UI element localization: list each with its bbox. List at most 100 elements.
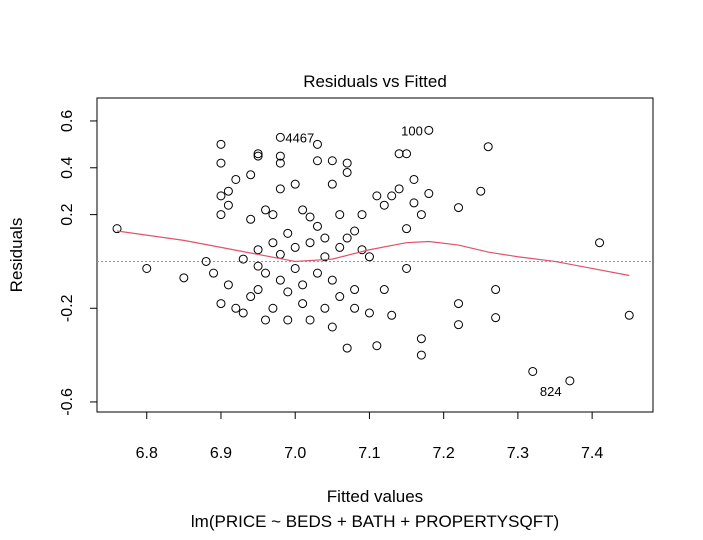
point <box>416 334 426 344</box>
point <box>624 310 634 320</box>
point <box>246 170 256 180</box>
point <box>142 263 152 273</box>
point <box>275 151 285 161</box>
point <box>216 299 226 309</box>
point <box>253 149 263 159</box>
point <box>483 142 493 152</box>
point-label: 100 <box>401 123 423 138</box>
point <box>454 320 464 330</box>
point <box>312 268 322 278</box>
point <box>216 158 226 168</box>
point <box>253 245 263 255</box>
point <box>335 210 345 220</box>
point <box>268 210 278 220</box>
point <box>327 156 337 166</box>
point <box>372 341 382 351</box>
point <box>320 252 330 262</box>
point <box>275 275 285 285</box>
point <box>320 233 330 243</box>
point <box>216 139 226 149</box>
point <box>246 292 256 302</box>
point <box>261 315 271 325</box>
point <box>327 275 337 285</box>
point <box>238 254 248 264</box>
x-axis-label: Fitted values <box>327 487 423 506</box>
point <box>312 221 322 231</box>
point <box>402 224 412 234</box>
point <box>209 268 219 278</box>
point <box>216 210 226 220</box>
point <box>312 156 322 166</box>
point <box>305 238 315 248</box>
point <box>424 189 434 199</box>
point <box>253 261 263 271</box>
point <box>305 212 315 222</box>
point <box>305 315 315 325</box>
point <box>350 226 360 236</box>
y-tick-label: 0.4 <box>59 157 76 179</box>
point <box>312 139 322 149</box>
point <box>364 308 374 318</box>
x-tick-label: 7.2 <box>433 445 455 462</box>
y-tick-label: 0.6 <box>59 110 76 132</box>
y-tick-label: -0.6 <box>59 388 76 416</box>
point-label: 824 <box>540 384 562 399</box>
y-tick-label: -0.2 <box>59 294 76 322</box>
point <box>253 285 263 295</box>
point <box>298 205 308 215</box>
point <box>298 299 308 309</box>
point <box>320 303 330 313</box>
point-label: 4467 <box>285 130 314 145</box>
x-tick-label: 7.4 <box>581 445 603 462</box>
point <box>112 224 122 234</box>
point <box>350 285 360 295</box>
point <box>268 303 278 313</box>
point <box>335 242 345 252</box>
point <box>491 285 501 295</box>
point <box>342 343 352 353</box>
point <box>290 242 300 252</box>
point <box>342 167 352 177</box>
point <box>416 350 426 360</box>
point <box>491 313 501 323</box>
point <box>246 214 256 224</box>
point <box>275 132 285 142</box>
point <box>372 191 382 201</box>
point <box>528 366 538 376</box>
point <box>253 151 263 161</box>
point <box>402 263 412 273</box>
point <box>179 273 189 283</box>
x-tick-label: 6.9 <box>210 445 232 462</box>
point <box>409 174 419 184</box>
point <box>387 310 397 320</box>
point <box>454 299 464 309</box>
point <box>283 287 293 297</box>
point <box>424 125 434 135</box>
point <box>335 292 345 302</box>
point <box>216 191 226 201</box>
point <box>565 376 575 386</box>
point <box>223 186 233 196</box>
point <box>201 256 211 266</box>
point <box>350 303 360 313</box>
point <box>342 233 352 243</box>
point <box>409 198 419 208</box>
smooth-line <box>116 230 630 277</box>
point <box>357 210 367 220</box>
point <box>357 245 367 255</box>
y-tick-label: 0.2 <box>59 203 76 225</box>
point <box>476 186 486 196</box>
point <box>595 238 605 248</box>
point <box>238 308 248 318</box>
point <box>342 158 352 168</box>
point <box>454 203 464 213</box>
point <box>290 263 300 273</box>
point <box>231 303 241 313</box>
point <box>223 280 233 290</box>
point <box>416 210 426 220</box>
x-tick-label: 7.3 <box>507 445 529 462</box>
point <box>261 268 271 278</box>
point <box>327 322 337 332</box>
point <box>261 205 271 215</box>
